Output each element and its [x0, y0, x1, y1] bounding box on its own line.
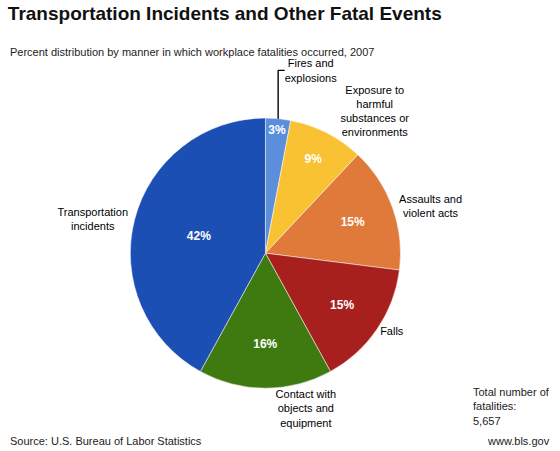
svg-text:Fires andexplosions: Fires andexplosions — [285, 57, 337, 83]
svg-text:16%: 16% — [253, 337, 277, 351]
svg-text:Contact withobjects andequipme: Contact withobjects andequipment — [276, 388, 337, 429]
svg-text:Percent distribution by manner: Percent distribution by manner in which … — [10, 46, 374, 58]
svg-text:Source: U.S. Bureau of Labor S: Source: U.S. Bureau of Labor Statistics — [10, 435, 202, 447]
svg-text:Total number offatalities:5,65: Total number offatalities:5,657 — [473, 386, 550, 427]
svg-text:Exposure toharmfulsubstances o: Exposure toharmfulsubstances orenvironme… — [340, 84, 409, 139]
svg-text:15%: 15% — [330, 298, 354, 312]
svg-text:42%: 42% — [187, 229, 211, 243]
svg-text:9%: 9% — [305, 152, 323, 166]
svg-text:Assaults andviolent acts: Assaults andviolent acts — [399, 193, 462, 219]
svg-text:Transportation Incidents and O: Transportation Incidents and Other Fatal… — [8, 3, 442, 24]
svg-text:Transportationincidents: Transportationincidents — [57, 206, 128, 232]
svg-text:www.bls.gov: www.bls.gov — [487, 435, 550, 447]
svg-text:Falls: Falls — [380, 325, 404, 337]
svg-text:3%: 3% — [268, 123, 286, 137]
svg-text:15%: 15% — [341, 215, 365, 229]
